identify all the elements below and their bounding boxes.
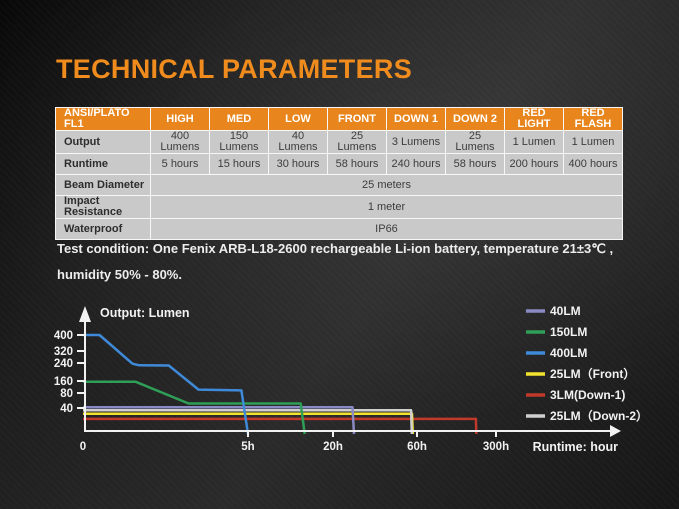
legend-label: 150LM	[550, 325, 587, 339]
table-row: Waterproof IP66	[55, 218, 623, 240]
row-value-cell: 25 Lumens	[445, 130, 505, 154]
row-value-cell: 25 Lumens	[327, 130, 387, 154]
test-condition-line1: Test condition: One Fenix ARB-L18-2600 r…	[57, 241, 614, 256]
table-corner-header: ANSI/PLATO FL1	[55, 107, 151, 131]
series-line-25LMFront	[83, 412, 415, 435]
table-column-header: RED LIGHT	[504, 107, 564, 131]
spec-table-header: ANSI/PLATO FL1 HIGH MED LOW FRONT DOWN 1 DOWN …	[55, 107, 623, 131]
row-value-cell: 3 Lumens	[386, 130, 446, 154]
row-value-cell: 1 Lumen	[504, 130, 564, 154]
row-label: Runtime	[55, 153, 151, 175]
x-tick-label: 300h	[483, 441, 509, 453]
test-condition-line2: humidity 50% - 80%.	[57, 267, 182, 282]
row-value-cell: 58 hours	[445, 153, 505, 175]
table-column-header: HIGH	[150, 107, 210, 131]
row-value-cell: 200 hours	[504, 153, 564, 175]
legend-label: 25LM（Down-2）	[550, 408, 648, 423]
table-column-header: DOWN 2	[445, 107, 505, 131]
row-value-cell: 40 Lumens	[268, 130, 328, 154]
x-tick-label: 5h	[241, 441, 254, 453]
row-value-cell: 240 hours	[386, 153, 446, 175]
spec-table-body: Output 400 Lumens 150 Lumens 40 Lumens 25 Lu…	[55, 130, 623, 240]
table-column-header: DOWN 1	[386, 107, 446, 131]
row-label: Beam Diameter	[55, 174, 151, 196]
y-tick-label: 40	[60, 403, 73, 415]
table-row: Beam Diameter 25 meters	[55, 174, 623, 196]
chart-title: Output: Lumen	[100, 306, 190, 320]
legend-label: 40LM	[550, 304, 581, 318]
row-value-cell: 30 hours	[268, 153, 328, 175]
y-tick-label: 80	[60, 388, 73, 400]
row-label: Waterproof	[55, 218, 151, 240]
y-tick-label: 400	[54, 330, 73, 342]
row-value-cell: 150 Lumens	[209, 130, 269, 154]
series-line-3LMDown-1	[83, 417, 478, 435]
page-title: TECHNICAL PARAMETERS	[56, 54, 413, 84]
table-column-header: FRONT	[327, 107, 387, 131]
table-column-header: LOW	[268, 107, 328, 131]
x-tick-label: 20h	[323, 441, 343, 453]
x-axis-title: Runtime: hour	[533, 440, 619, 454]
row-value-merged: IP66	[150, 218, 623, 240]
row-label: Impact Resistance	[55, 195, 151, 219]
table-row: Impact Resistance 1 meter	[55, 195, 623, 219]
legend-label: 25LM（Front）	[550, 366, 635, 381]
row-value-merged: 1 meter	[150, 195, 623, 219]
series-line-25LMDown-2	[83, 409, 414, 435]
row-label: Output	[55, 130, 151, 154]
x-tick-label: 0	[80, 441, 86, 453]
series-line-150LM	[83, 380, 306, 435]
legend-label: 3LM(Down-1)	[550, 388, 625, 402]
series-line-40LM	[83, 406, 356, 435]
row-value-cell: 58 hours	[327, 153, 387, 175]
table-column-header: MED	[209, 107, 269, 131]
test-condition-text: Test condition: One Fenix ARB-L18-2600 r…	[57, 236, 632, 288]
row-value-cell: 1 Lumen	[563, 130, 623, 154]
spec-table: ANSI/PLATO FL1 HIGH MED LOW FRONT DOWN 1 DOWN …	[55, 107, 623, 240]
row-value-merged: 25 meters	[150, 174, 623, 196]
table-column-header: RED FLASH	[563, 107, 623, 131]
row-value-cell: 5 hours	[150, 153, 210, 175]
x-axis-arrow	[610, 425, 621, 437]
y-tick-label: 320	[54, 346, 73, 358]
legend-label: 400LM	[550, 346, 587, 360]
row-value-cell: 400 Lumens	[150, 130, 210, 154]
row-value-cell: 15 hours	[209, 153, 269, 175]
x-tick-label: 60h	[407, 441, 427, 453]
y-tick-label: 160	[54, 376, 73, 388]
table-row: Runtime 5 hours 15 hours 30 hours 58 hours 24…	[55, 153, 623, 175]
row-value-cell: 400 hours	[563, 153, 623, 175]
y-axis-arrow	[79, 306, 91, 322]
series-line-400LM	[83, 333, 250, 435]
table-row: Output 400 Lumens 150 Lumens 40 Lumens 25 Lu…	[55, 130, 623, 154]
y-tick-label: 240	[54, 358, 73, 370]
